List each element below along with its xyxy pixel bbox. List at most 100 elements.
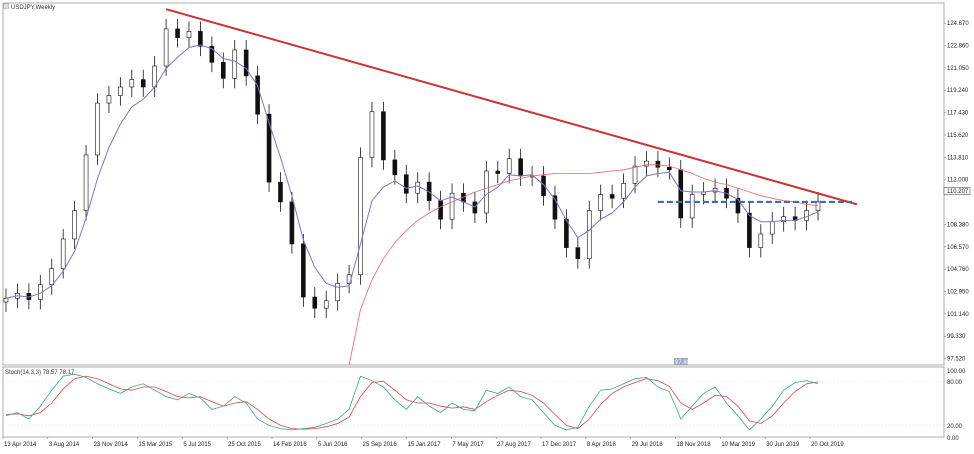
date-tick-label: 29 Jul 2018 bbox=[632, 442, 664, 448]
candle-body bbox=[232, 49, 238, 79]
candle-body bbox=[804, 210, 809, 221]
stoch-axis-20: 20.00 bbox=[947, 424, 963, 430]
date-tick-label: 7 May 2017 bbox=[452, 442, 484, 448]
date-tick-label: 5 Jun 2016 bbox=[318, 442, 348, 448]
price-tick-label: 113.810 bbox=[947, 155, 969, 161]
price-tick-label: 104.760 bbox=[947, 267, 969, 273]
descending-trendline[interactable] bbox=[165, 8, 858, 206]
date-tick-label: 20 Oct 2019 bbox=[811, 442, 844, 448]
fast-moving-average-line bbox=[5, 44, 819, 299]
date-tick-label: 27 Aug 2017 bbox=[497, 442, 531, 448]
price-tick-label: 115.620 bbox=[947, 133, 969, 139]
stoch-signal-line bbox=[5, 375, 819, 430]
price-tick-label: 119.240 bbox=[947, 88, 969, 94]
price-axis: 124.670 122.860 121.050 119.240 117.430 115.6… bbox=[944, 21, 969, 363]
date-tick-label: 8 Apr 2018 bbox=[587, 442, 617, 448]
candle-body bbox=[392, 159, 398, 176]
date-tick-label: 15 Mar 2015 bbox=[139, 442, 173, 448]
marker-tag bbox=[674, 358, 688, 365]
stoch-axis-100: 100.00 bbox=[947, 369, 966, 375]
candle-body bbox=[678, 169, 684, 219]
slow-moving-average-line bbox=[348, 164, 819, 366]
candle-body bbox=[403, 174, 409, 194]
candle-body bbox=[358, 157, 363, 276]
candle-body bbox=[243, 49, 249, 77]
candle-body bbox=[163, 28, 169, 67]
candle-body bbox=[106, 95, 112, 104]
symbol-icon bbox=[3, 3, 9, 9]
candle-body bbox=[632, 165, 638, 184]
price-tick-label: 97.520 bbox=[947, 357, 966, 363]
price-tick-label: 124.670 bbox=[947, 21, 969, 27]
candle-body bbox=[564, 218, 569, 248]
price-tick-label: 121.050 bbox=[947, 66, 969, 72]
candle-body bbox=[289, 201, 295, 245]
price-tick-label: 117.430 bbox=[947, 111, 969, 117]
stoch-axis-80: 80.00 bbox=[947, 380, 963, 386]
candles-series bbox=[3, 19, 821, 319]
marker-tag-label: 97.80 bbox=[675, 360, 691, 366]
date-tick-label: 25 Oct 2015 bbox=[228, 442, 261, 448]
candle-body bbox=[118, 86, 123, 96]
candle-body bbox=[449, 192, 455, 220]
price-tick-label: 112.000 bbox=[947, 178, 969, 184]
candle-body bbox=[335, 283, 340, 302]
candle-body bbox=[266, 113, 272, 183]
candle-body bbox=[49, 268, 55, 285]
candle-body bbox=[83, 154, 89, 211]
candle-body bbox=[72, 210, 77, 240]
candle-body bbox=[3, 297, 9, 303]
candle-body bbox=[415, 181, 421, 194]
date-tick-label: 14 Feb 2016 bbox=[273, 442, 307, 448]
candle-body bbox=[175, 28, 180, 38]
date-tick-label: 17 Dec 2017 bbox=[542, 442, 577, 448]
current-price-tag bbox=[943, 187, 971, 195]
candle-body bbox=[209, 45, 215, 63]
date-tick-label: 23 Nov 2014 bbox=[94, 442, 129, 448]
candle-body bbox=[769, 221, 775, 235]
candle-body bbox=[301, 243, 306, 298]
price-pane-frame bbox=[2, 2, 945, 366]
date-tick-label: 25 Sep 2016 bbox=[363, 442, 398, 448]
candle-body bbox=[312, 296, 318, 309]
candle-body bbox=[484, 170, 489, 214]
candle-body bbox=[655, 160, 661, 168]
date-tick-label: 30 Jun 2019 bbox=[766, 442, 800, 448]
candle-body bbox=[552, 195, 558, 220]
candle-body bbox=[575, 247, 581, 260]
date-tick-label: 10 Mar 2019 bbox=[721, 442, 755, 448]
candle-body bbox=[598, 194, 604, 211]
candle-body bbox=[129, 79, 135, 88]
date-tick-label: 18 Nov 2018 bbox=[677, 442, 712, 448]
candle-body bbox=[140, 79, 146, 88]
date-tick-label: 5 Jul 2015 bbox=[183, 442, 211, 448]
candle-body bbox=[609, 194, 615, 199]
current-price-label: 110.207 bbox=[947, 189, 969, 195]
candle-body bbox=[541, 175, 546, 197]
candle-body bbox=[712, 188, 718, 193]
date-tick-label: 13 Apr 2014 bbox=[4, 442, 37, 448]
candle-body bbox=[186, 31, 192, 38]
candle-body bbox=[689, 194, 695, 219]
candle-body bbox=[747, 212, 752, 248]
candle-body bbox=[220, 62, 226, 79]
candle-body bbox=[495, 170, 501, 174]
candle-body bbox=[369, 111, 375, 158]
price-tick-label: 101.140 bbox=[947, 312, 969, 318]
candle-body bbox=[781, 216, 786, 222]
candle-body bbox=[323, 300, 329, 309]
chart-title: USDJPY,Weekly bbox=[11, 5, 55, 11]
date-tick-label: 3 Aug 2014 bbox=[49, 442, 80, 448]
candle-body bbox=[735, 197, 741, 214]
candle-body bbox=[815, 201, 821, 211]
date-axis: 13 Apr 2014 3 Aug 2014 23 Nov 2014 15 Mar 2… bbox=[2, 437, 844, 448]
candle-body bbox=[95, 102, 100, 156]
candle-body bbox=[255, 75, 260, 115]
stoch-main-line bbox=[5, 373, 819, 431]
price-tick-label: 122.860 bbox=[947, 44, 969, 50]
stoch-axis-0: 0.00 bbox=[947, 436, 959, 442]
candle-body bbox=[278, 181, 283, 203]
candle-body bbox=[621, 183, 626, 199]
